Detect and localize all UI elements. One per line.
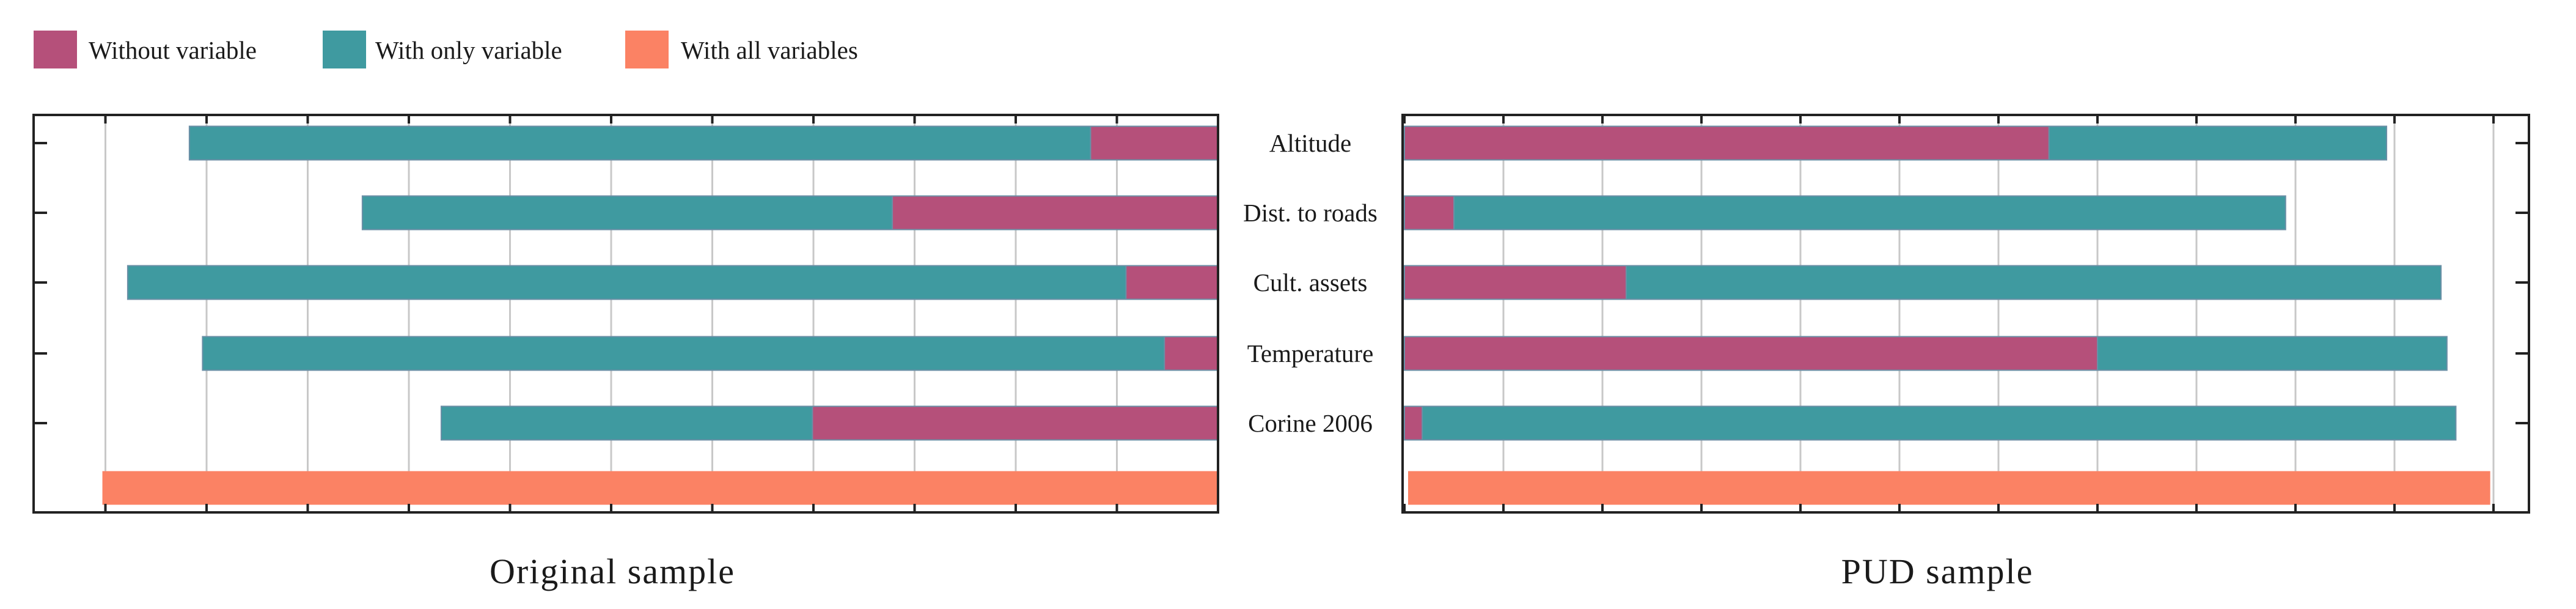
bar-only-altitude: [188, 125, 1219, 161]
bar-only-dist-to-roads: [1404, 195, 2286, 231]
bar-without-altitude: [1404, 125, 2050, 161]
bar-without-altitude: [1090, 125, 1219, 161]
category-label: Temperature: [1247, 339, 1374, 367]
bar-only-corine-2006: [1404, 405, 2457, 441]
bar-without-temperature: [1404, 336, 2098, 371]
bar-without-dist-to-roads: [892, 195, 1219, 231]
legend-label-only: With only variable: [375, 36, 562, 64]
bar-without-dist-to-roads: [1404, 195, 1455, 231]
category-label: Corine 2006: [1248, 409, 1373, 437]
legend-label-without: Without variable: [89, 36, 257, 64]
bar-only-cult-assets: [127, 265, 1219, 300]
panel-frame: [1401, 114, 2530, 514]
panel-frame: [32, 114, 1219, 514]
bar-without-temperature: [1164, 336, 1219, 371]
legend: Without variable With only variable With a…: [34, 31, 858, 68]
category-label: Cult. assets: [1253, 268, 1368, 297]
bar-without-corine-2006: [1404, 405, 1423, 441]
bar-without-cult-assets: [1125, 265, 1219, 300]
bar-only-temperature: [202, 336, 1219, 371]
category-labels: Altitude Dist. to roads Cult. assets Temper…: [1243, 129, 1378, 437]
legend-swatch-all: [625, 31, 669, 68]
legend-swatch-without: [34, 31, 77, 68]
panel-title: Original sample: [490, 552, 735, 591]
bar-without-corine-2006: [812, 405, 1219, 441]
legend-swatch-only: [323, 31, 366, 68]
legend-label-all: With all variables: [681, 36, 858, 64]
panel-original-sample: Original sample: [32, 114, 1219, 591]
bar-all-variables: [1408, 471, 2490, 505]
bar-all-variables: [102, 471, 1218, 505]
bar-without-cult-assets: [1404, 265, 1627, 300]
panel-pud-sample: PUD sample: [1401, 114, 2530, 591]
category-label: Dist. to roads: [1243, 199, 1378, 227]
panel-title: PUD sample: [1841, 552, 2034, 591]
category-label: Altitude: [1269, 129, 1351, 157]
